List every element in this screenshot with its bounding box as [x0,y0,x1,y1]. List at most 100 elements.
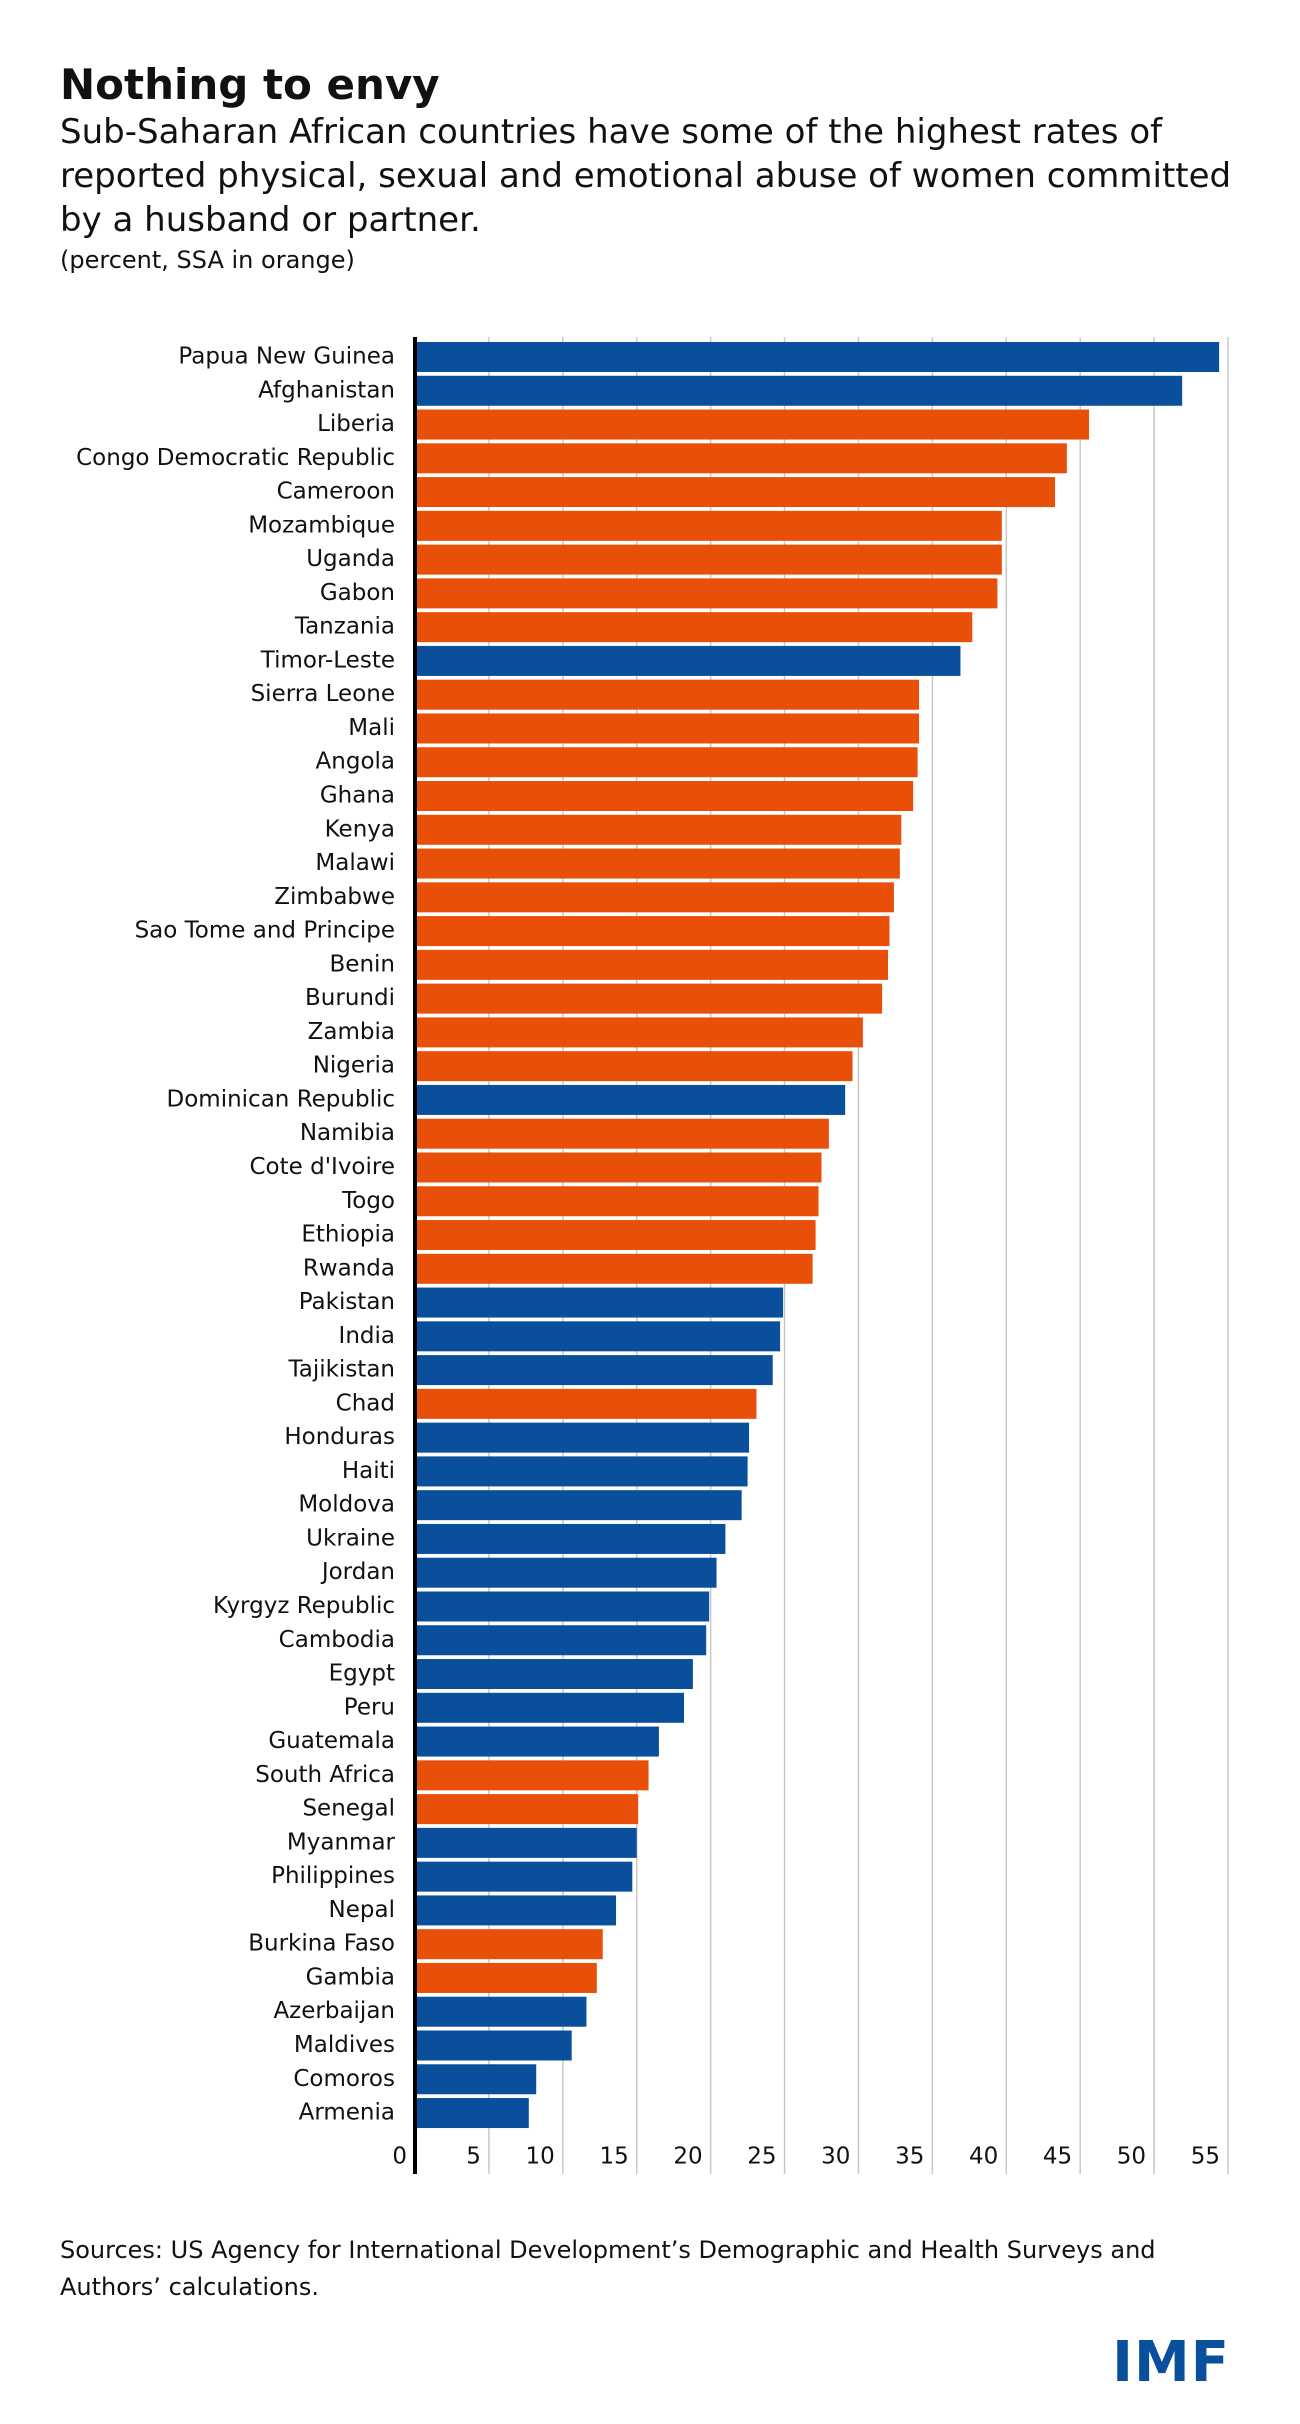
y-tick-label: India [339,1323,395,1349]
y-tick-label: Tanzania [294,614,395,640]
bar [415,1152,822,1183]
bar [415,1557,717,1588]
x-tick-label: 0 [392,2144,407,2170]
y-tick-label: Philippines [271,1863,395,1889]
y-tick-label: Rwanda [303,1255,395,1281]
bar [415,1625,707,1656]
bar [415,510,1002,541]
bar [415,477,1056,508]
bar [415,2030,572,2061]
y-tick-label: Benin [330,951,395,977]
y-tick-label: Uganda [306,546,395,572]
y-tick-label: Egypt [329,1661,395,1687]
y-tick-label: Comoros [293,2066,395,2092]
bar [415,949,889,980]
chart-title: Nothing to envy [60,60,440,109]
bar [415,1422,750,1453]
y-tick-label: Zambia [308,1019,395,1045]
y-tick-label: Sao Tome and Principe [135,918,395,944]
bar [415,1929,603,1960]
x-tick-label: 45 [1043,2144,1072,2170]
y-tick-label: Cambodia [279,1627,395,1653]
y-tick-label: Armenia [299,2100,395,2126]
y-tick-label: Cameroon [277,479,395,505]
x-tick-label: 10 [526,2144,555,2170]
bar [415,612,973,643]
x-tick-label: 55 [1191,2144,1220,2170]
y-tick-label: Pakistan [299,1289,395,1315]
y-tick-label: Myanmar [287,1829,396,1855]
y-tick-label: Nigeria [313,1053,395,1079]
bar [415,747,918,778]
y-tick-label: Cote d'Ivoire [250,1154,396,1180]
bar [415,1895,617,1926]
chart-subtitle: Sub-Saharan African countries have some … [60,112,1232,240]
bar [415,916,890,947]
y-tick-label: Haiti [342,1458,395,1484]
bar [415,1726,659,1757]
bar [415,1355,773,1386]
bar [415,713,920,744]
bar [415,409,1090,440]
bar [415,1523,726,1554]
y-tick-label: Afghanistan [258,377,395,403]
y-tick-label: Burundi [305,985,395,1011]
y-tick-label: Zimbabwe [274,884,395,910]
bar [415,1794,639,1825]
y-tick-label: Togo [341,1188,395,1214]
bar [415,1186,819,1217]
bar [415,814,902,845]
bar [415,1388,757,1419]
bar [415,443,1067,474]
bar [415,848,900,879]
y-tick-label: Gambia [306,1964,395,1990]
bar [415,1456,748,1487]
bar [415,1692,685,1723]
y-tick-label: Burkina Faso [248,1931,395,1957]
x-tick-label: 5 [466,2144,481,2170]
y-tick-label: Namibia [300,1120,395,1146]
y-tick-label: Azerbaijan [273,1998,395,2024]
bar [415,1996,587,2027]
bar [415,1017,863,1048]
y-tick-label: Gabon [320,580,395,606]
bar [415,2098,529,2129]
y-tick-label: Ghana [320,783,395,809]
bar [415,2064,537,2095]
y-tick-label: Senegal [302,1796,395,1822]
y-tick-label: Moldova [298,1492,395,1518]
bar [415,375,1183,406]
bar [415,1253,813,1284]
bar [415,679,920,710]
y-tick-label: Chad [336,1390,395,1416]
bar [415,1490,742,1521]
logo: IMF [1112,2330,1230,2395]
y-tick-label: Nepal [329,1897,395,1923]
bar [415,1861,633,1892]
bar [415,1084,846,1115]
bar [415,1051,853,1082]
x-tick-label: 50 [1117,2144,1146,2170]
y-tick-label: Ukraine [306,1525,395,1551]
y-tick-label: Sierra Leone [251,681,395,707]
bar [415,882,894,913]
y-tick-label: Peru [344,1694,395,1720]
y-tick-label: Guatemala [268,1728,395,1754]
bar [415,1659,693,1690]
bar [415,342,1220,372]
bar [415,1287,784,1318]
bar [415,1321,781,1352]
y-tick-label: Maldives [294,2032,395,2058]
bar [415,544,1002,575]
y-tick-label: Congo Democratic Republic [76,445,395,471]
x-tick-label: 35 [895,2144,924,2170]
chart-note: (percent, SSA in orange) [60,246,355,274]
y-tick-label: Papua New Guinea [178,344,395,370]
y-tick-label: Dominican Republic [167,1086,395,1112]
bar [415,645,961,676]
x-tick-label: 30 [821,2144,850,2170]
x-tick-label: 15 [599,2144,628,2170]
bar [415,983,883,1014]
